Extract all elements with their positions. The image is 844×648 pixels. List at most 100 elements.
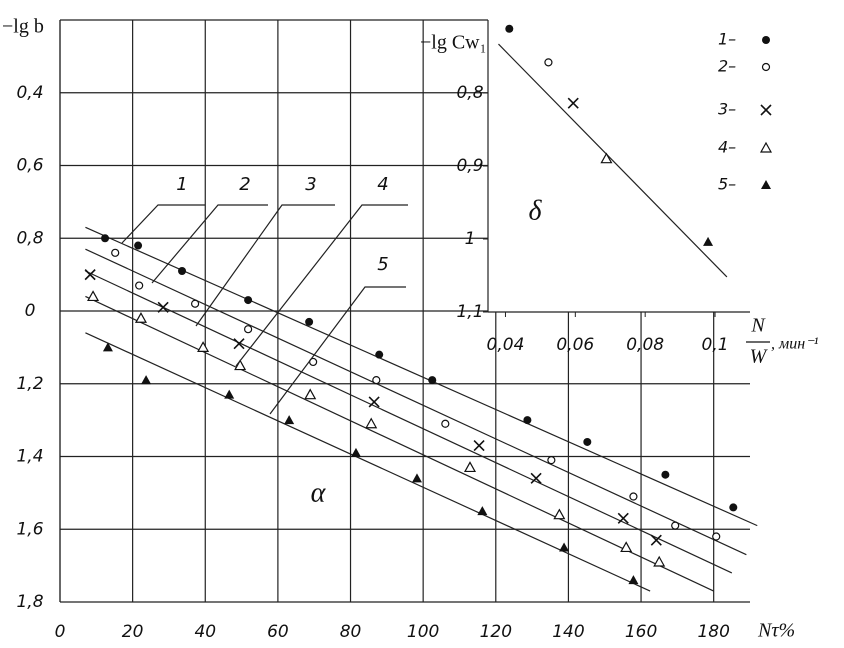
inset-y-axis-label: −lg Cw₁ bbox=[420, 32, 487, 54]
legend-marker bbox=[760, 104, 772, 116]
marker bbox=[553, 508, 566, 520]
callout-line bbox=[269, 286, 406, 415]
marker bbox=[729, 503, 738, 512]
inset-x-tick-label: 0,1 bbox=[702, 335, 729, 355]
legend-marker bbox=[759, 141, 773, 153]
panel-label: α bbox=[311, 477, 327, 508]
legend-label: 3– bbox=[718, 100, 736, 119]
marker bbox=[559, 542, 570, 552]
x-tick-label: 160 bbox=[625, 622, 657, 642]
marker bbox=[473, 440, 485, 452]
x-tick-label: 80 bbox=[340, 622, 362, 642]
marker bbox=[350, 447, 361, 457]
marker bbox=[629, 492, 638, 501]
inset-y-tick-label: 1 bbox=[465, 229, 476, 249]
marker bbox=[87, 290, 100, 302]
marker bbox=[530, 472, 542, 484]
callout-line bbox=[151, 204, 268, 284]
x-tick-label: 180 bbox=[697, 622, 729, 642]
callout-label: 2 bbox=[239, 174, 250, 195]
inset-x-tick-label: 0,08 bbox=[626, 335, 664, 355]
marker bbox=[84, 269, 96, 281]
x-tick-label: 120 bbox=[480, 622, 512, 642]
marker bbox=[703, 236, 714, 246]
marker bbox=[134, 241, 143, 250]
marker bbox=[135, 281, 144, 290]
x-tick-label: 100 bbox=[407, 622, 439, 642]
callout-label: 1 bbox=[176, 174, 187, 195]
y-tick-label: 1,6 bbox=[16, 519, 43, 539]
marker bbox=[712, 532, 721, 541]
inset-x-label-numerator: N bbox=[750, 315, 766, 337]
inset-background bbox=[488, 0, 844, 312]
inset-x-tick-label: 0,06 bbox=[556, 335, 594, 355]
marker bbox=[178, 266, 187, 275]
marker bbox=[547, 456, 556, 465]
y-tick-label: 0,6 bbox=[16, 156, 43, 176]
marker bbox=[441, 419, 450, 428]
legend-marker bbox=[762, 36, 770, 44]
marker bbox=[157, 301, 169, 313]
marker bbox=[101, 234, 110, 243]
marker bbox=[650, 534, 662, 546]
marker bbox=[463, 461, 477, 473]
marker bbox=[567, 97, 579, 109]
panel-label: δ bbox=[528, 195, 542, 226]
legend-label: 5– bbox=[718, 175, 736, 194]
callout-label: 3 bbox=[305, 174, 316, 195]
marker bbox=[234, 359, 247, 371]
marker bbox=[617, 512, 629, 524]
marker bbox=[671, 521, 680, 530]
fit-line bbox=[85, 270, 733, 574]
y-tick-label: 0,4 bbox=[16, 83, 43, 103]
callout-label: 5 bbox=[377, 254, 388, 275]
marker bbox=[583, 437, 592, 446]
y-tick-label: 1,2 bbox=[16, 374, 43, 394]
marker bbox=[284, 415, 295, 425]
x-tick-label: 140 bbox=[552, 622, 584, 642]
fit-line bbox=[85, 332, 651, 592]
marker bbox=[190, 299, 200, 308]
marker bbox=[365, 417, 378, 429]
inset-fit-line bbox=[498, 43, 728, 278]
inset-y-tick-label: 0,8 bbox=[456, 83, 483, 103]
marker bbox=[244, 296, 253, 305]
marker bbox=[428, 376, 437, 385]
inset-y-tick-label: 1,1 bbox=[456, 302, 483, 322]
y-tick-label: 1,8 bbox=[16, 592, 43, 612]
marker bbox=[661, 470, 670, 479]
marker bbox=[233, 338, 245, 350]
x-tick-label: 60 bbox=[267, 622, 289, 642]
legend-marker bbox=[761, 62, 771, 72]
marker bbox=[305, 317, 314, 326]
marker bbox=[523, 416, 532, 425]
x-tick-label: 40 bbox=[194, 622, 216, 642]
marker bbox=[244, 325, 253, 334]
marker bbox=[304, 388, 317, 400]
marker bbox=[544, 58, 553, 67]
inset-x-tick-label: 0,04 bbox=[487, 335, 525, 355]
inset-y-tick-label: 0,9 bbox=[456, 156, 483, 176]
fit-line bbox=[85, 226, 758, 527]
y-tick-label: 0 bbox=[25, 301, 36, 321]
x-tick-label: 20 bbox=[122, 622, 144, 642]
y-axis-label: −lg b bbox=[2, 16, 44, 38]
callout-label: 4 bbox=[377, 174, 388, 195]
x-axis-label: Nτ% bbox=[757, 620, 795, 642]
marker bbox=[102, 342, 113, 352]
y-tick-label: 1,4 bbox=[16, 447, 43, 467]
marker bbox=[505, 24, 514, 33]
x-tick-label: 0 bbox=[55, 622, 66, 642]
marker bbox=[628, 575, 639, 585]
marker bbox=[411, 473, 422, 483]
marker bbox=[477, 506, 488, 516]
legend-label: 1– bbox=[718, 30, 736, 49]
marker bbox=[620, 541, 633, 553]
marker bbox=[600, 152, 613, 164]
marker bbox=[653, 555, 666, 567]
legend-marker bbox=[761, 180, 771, 189]
inset-x-label-denominator: W bbox=[750, 346, 769, 368]
fit-line bbox=[85, 295, 714, 592]
legend-label: 2– bbox=[718, 57, 736, 76]
